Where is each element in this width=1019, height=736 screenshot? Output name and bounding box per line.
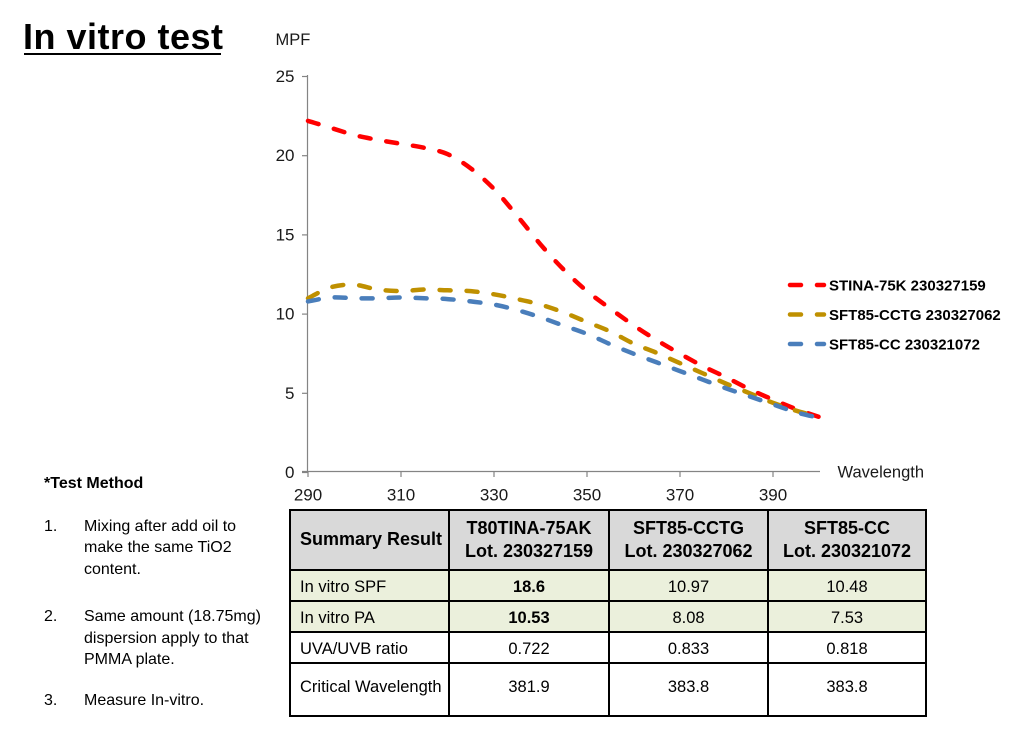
svg-text:290: 290 bbox=[294, 486, 322, 505]
svg-text:10: 10 bbox=[276, 305, 295, 324]
svg-text:Wavelength: Wavelength bbox=[838, 464, 925, 482]
svg-text:370: 370 bbox=[666, 486, 694, 505]
svg-text:350: 350 bbox=[573, 486, 601, 505]
svg-text:310: 310 bbox=[387, 486, 415, 505]
svg-text:330: 330 bbox=[480, 486, 508, 505]
svg-text:5: 5 bbox=[285, 384, 294, 403]
svg-text:SFT85-CC 230321072: SFT85-CC 230321072 bbox=[829, 337, 980, 354]
svg-text:STINA-75K 230327159: STINA-75K 230327159 bbox=[829, 278, 986, 295]
svg-text:MPF: MPF bbox=[276, 31, 311, 49]
svg-text:20: 20 bbox=[276, 146, 295, 165]
svg-text:25: 25 bbox=[276, 67, 295, 86]
svg-text:15: 15 bbox=[276, 225, 295, 244]
svg-text:390: 390 bbox=[759, 486, 787, 505]
svg-text:0: 0 bbox=[285, 463, 294, 482]
svg-text:SFT85-CCTG 230327062: SFT85-CCTG 230327062 bbox=[829, 307, 1001, 324]
